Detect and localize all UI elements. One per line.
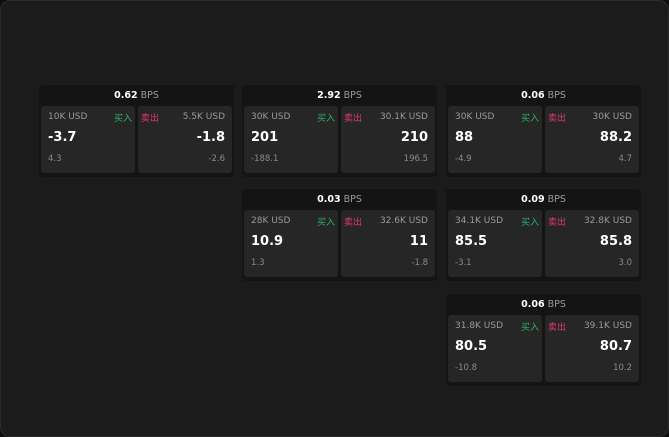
spread-unit: BPS [547, 90, 566, 101]
spread-value: 0.62 [114, 90, 138, 101]
buy-price: 201 [251, 130, 279, 145]
sell-price: 11 [409, 234, 428, 249]
sell-quantity: 32.8K USD [583, 216, 632, 226]
spread-value: 2.92 [317, 90, 341, 101]
sell-quote-button[interactable]: 32.8K USD 卖出 85.8 3.0 [545, 210, 639, 277]
buy-price: 10.9 [251, 234, 284, 249]
quote-card: 0.06 BPS 30K USD 买入 88 -4.9 30K USD 卖出 88… [446, 85, 641, 177]
spread-unit: BPS [343, 90, 362, 101]
spread-value: 0.03 [317, 194, 341, 205]
spread-header: 0.09 BPS [446, 189, 641, 210]
quote-card: 2.92 BPS 30K USD 买入 201 -188.1 30.1K USD … [242, 85, 437, 177]
sell-label: 卖出 [344, 218, 363, 228]
buy-price: 88 [455, 130, 474, 145]
buy-label: 买入 [316, 114, 335, 124]
spread-unit: BPS [343, 194, 362, 205]
sell-price: 80.7 [599, 339, 632, 354]
buy-label: 买入 [113, 114, 132, 124]
quote-card: 0.03 BPS 28K USD 买入 10.9 1.3 32.6K USD 卖出… [242, 189, 437, 281]
buy-change: -10.8 [455, 363, 477, 373]
spread-header: 0.03 BPS [242, 189, 437, 210]
sell-change: 4.7 [618, 154, 632, 164]
sell-quote-button[interactable]: 39.1K USD 卖出 80.7 10.2 [545, 315, 639, 382]
sell-change: 10.2 [613, 363, 632, 373]
spread-unit: BPS [547, 299, 566, 310]
buy-quantity: 34.1K USD [455, 216, 504, 226]
quote-card: 0.06 BPS 31.8K USD 买入 80.5 -10.8 39.1K US… [446, 294, 641, 386]
buy-change: -4.9 [455, 154, 472, 164]
buy-price: 80.5 [455, 339, 488, 354]
sell-change: 3.0 [618, 258, 632, 268]
sell-change: -1.8 [411, 258, 428, 268]
sell-quantity: 30K USD [592, 112, 632, 122]
buy-quantity: 30K USD [251, 112, 291, 122]
buy-quantity: 31.8K USD [455, 321, 504, 331]
quote-card: 0.09 BPS 34.1K USD 买入 85.5 -3.1 32.8K USD… [446, 189, 641, 281]
sell-change: -2.6 [208, 154, 225, 164]
buy-quote-button[interactable]: 28K USD 买入 10.9 1.3 [244, 210, 338, 277]
spread-header: 0.06 BPS [446, 294, 641, 315]
sell-quantity: 32.6K USD [379, 216, 428, 226]
buy-quantity: 30K USD [455, 112, 495, 122]
buy-quote-button[interactable]: 30K USD 买入 88 -4.9 [448, 106, 542, 173]
buy-quote-button[interactable]: 30K USD 买入 201 -188.1 [244, 106, 338, 173]
buy-label: 买入 [316, 218, 335, 228]
spread-value: 0.09 [521, 194, 545, 205]
sell-quantity: 30.1K USD [379, 112, 428, 122]
buy-price: 85.5 [455, 234, 488, 249]
buy-label: 买入 [520, 114, 539, 124]
buy-quantity: 10K USD [48, 112, 88, 122]
sell-price: 85.8 [599, 234, 632, 249]
spread-header: 2.92 BPS [242, 85, 437, 106]
sell-price: -1.8 [196, 130, 225, 145]
quote-card: 0.62 BPS 10K USD 买入 -3.7 4.3 5.5K USD 卖出 … [39, 85, 234, 177]
buy-change: 1.3 [251, 258, 265, 268]
buy-quantity: 28K USD [251, 216, 291, 226]
sell-label: 卖出 [548, 218, 567, 228]
spread-unit: BPS [140, 90, 159, 101]
sell-label: 卖出 [548, 114, 567, 124]
buy-quote-button[interactable]: 31.8K USD 买入 80.5 -10.8 [448, 315, 542, 382]
spread-value: 0.06 [521, 90, 545, 101]
sell-quote-button[interactable]: 30.1K USD 卖出 210 196.5 [341, 106, 435, 173]
buy-label: 买入 [520, 323, 539, 333]
buy-change: 4.3 [48, 154, 62, 164]
sell-label: 卖出 [344, 114, 363, 124]
spread-header: 0.62 BPS [39, 85, 234, 106]
sell-quote-button[interactable]: 30K USD 卖出 88.2 4.7 [545, 106, 639, 173]
buy-change: -3.1 [455, 258, 472, 268]
buy-change: -188.1 [251, 154, 279, 164]
spread-header: 0.06 BPS [446, 85, 641, 106]
sell-quote-button[interactable]: 5.5K USD 卖出 -1.8 -2.6 [138, 106, 232, 173]
sell-price: 88.2 [599, 130, 632, 145]
sell-quote-button[interactable]: 32.6K USD 卖出 11 -1.8 [341, 210, 435, 277]
buy-price: -3.7 [48, 130, 77, 145]
sell-quantity: 5.5K USD [182, 112, 225, 122]
buy-label: 买入 [520, 218, 539, 228]
buy-quote-button[interactable]: 10K USD 买入 -3.7 4.3 [41, 106, 135, 173]
spread-unit: BPS [547, 194, 566, 205]
sell-change: 196.5 [403, 154, 428, 164]
sell-price: 210 [400, 130, 428, 145]
sell-label: 卖出 [141, 114, 160, 124]
spread-value: 0.06 [521, 299, 545, 310]
sell-quantity: 39.1K USD [583, 321, 632, 331]
buy-quote-button[interactable]: 34.1K USD 买入 85.5 -3.1 [448, 210, 542, 277]
sell-label: 卖出 [548, 323, 567, 333]
